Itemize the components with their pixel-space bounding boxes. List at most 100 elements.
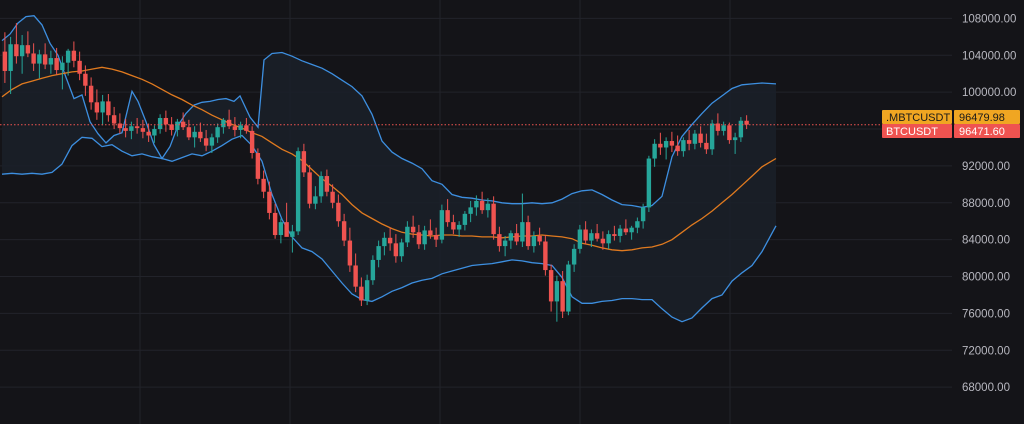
candle[interactable] (658, 132, 663, 155)
candle[interactable] (652, 139, 657, 167)
candle[interactable] (721, 121, 726, 136)
candle[interactable] (663, 137, 669, 160)
candle[interactable] (111, 106, 117, 130)
candle[interactable] (537, 227, 542, 246)
candle[interactable] (692, 129, 698, 150)
candle[interactable] (94, 89, 100, 120)
candle[interactable] (31, 43, 36, 71)
candle[interactable] (8, 36, 13, 95)
candle[interactable] (445, 199, 450, 227)
candle[interactable] (583, 221, 588, 245)
candle[interactable] (347, 227, 353, 272)
candle[interactable] (163, 110, 169, 132)
candle[interactable] (152, 125, 157, 143)
candle[interactable] (157, 114, 163, 134)
candle[interactable] (48, 50, 54, 74)
candle[interactable] (594, 223, 600, 242)
candle[interactable] (301, 143, 307, 177)
candle[interactable] (88, 77, 94, 110)
candle[interactable] (709, 119, 715, 155)
candle[interactable] (267, 181, 272, 220)
candle[interactable] (330, 184, 335, 209)
candle[interactable] (617, 224, 623, 243)
candle[interactable] (25, 31, 31, 58)
candle[interactable] (485, 198, 491, 218)
candle[interactable] (727, 122, 732, 144)
candle[interactable] (83, 65, 88, 96)
candle[interactable] (215, 123, 220, 143)
candle[interactable] (295, 147, 301, 236)
candle[interactable] (468, 200, 473, 223)
candle[interactable] (376, 240, 381, 268)
candle[interactable] (106, 94, 111, 122)
candle[interactable] (341, 213, 347, 247)
candle[interactable] (675, 135, 680, 156)
candle[interactable] (451, 214, 456, 235)
candle[interactable] (422, 225, 427, 250)
candle[interactable] (129, 121, 134, 140)
candle[interactable] (117, 113, 123, 134)
candle[interactable] (635, 217, 640, 234)
candle[interactable] (37, 49, 42, 79)
candle[interactable] (324, 169, 330, 197)
candle[interactable] (382, 232, 387, 256)
candle[interactable] (364, 274, 370, 306)
candle[interactable] (456, 221, 462, 237)
candle[interactable] (606, 230, 611, 249)
candle[interactable] (77, 51, 82, 81)
candle[interactable] (255, 148, 261, 185)
candle[interactable] (686, 129, 692, 151)
candle[interactable] (738, 117, 744, 142)
candle[interactable] (571, 244, 577, 272)
candle[interactable] (284, 202, 289, 237)
candle[interactable] (14, 23, 19, 64)
candle[interactable] (497, 226, 502, 252)
candle[interactable] (732, 132, 738, 154)
candle[interactable] (681, 137, 686, 157)
candle[interactable] (589, 229, 594, 248)
candle[interactable] (744, 115, 749, 130)
candle[interactable] (60, 56, 65, 90)
candle[interactable] (600, 231, 606, 250)
candle[interactable] (272, 203, 278, 239)
candle[interactable] (548, 264, 554, 312)
candle[interactable] (612, 225, 617, 241)
candle[interactable] (520, 193, 525, 248)
candle[interactable] (439, 204, 445, 244)
candle[interactable] (307, 164, 312, 209)
candle[interactable] (502, 235, 508, 257)
candles[interactable] (2, 23, 749, 322)
candle[interactable] (646, 155, 652, 212)
candle[interactable] (640, 203, 646, 229)
candle[interactable] (531, 231, 537, 253)
candle[interactable] (175, 118, 180, 137)
candle[interactable] (198, 122, 203, 142)
candle[interactable] (318, 171, 324, 203)
candle[interactable] (42, 43, 48, 70)
candle[interactable] (462, 211, 468, 231)
candle[interactable] (370, 255, 376, 285)
candle[interactable] (353, 253, 358, 293)
candle[interactable] (232, 117, 238, 137)
candle[interactable] (560, 270, 565, 318)
candle[interactable] (416, 224, 422, 249)
candle[interactable] (525, 215, 531, 250)
candle[interactable] (433, 227, 439, 248)
candle[interactable] (19, 35, 25, 74)
candle[interactable] (169, 117, 174, 136)
candle[interactable] (543, 235, 548, 276)
candle[interactable] (393, 234, 399, 263)
candle[interactable] (134, 117, 140, 134)
candle[interactable] (203, 129, 209, 152)
candle[interactable] (238, 121, 243, 139)
candle[interactable] (186, 119, 192, 141)
candle[interactable] (399, 238, 404, 262)
candle[interactable] (359, 277, 364, 307)
candle[interactable] (387, 227, 393, 251)
candle[interactable] (226, 109, 232, 130)
candle[interactable] (2, 32, 8, 83)
candle[interactable] (474, 195, 479, 216)
candle[interactable] (669, 131, 675, 153)
